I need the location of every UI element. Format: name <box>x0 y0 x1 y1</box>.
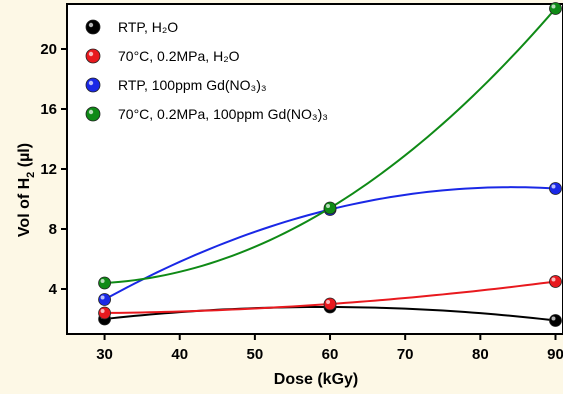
x-tick-label: 70 <box>397 346 414 363</box>
data-point-highlight <box>100 309 105 313</box>
x-tick-label: 30 <box>96 346 113 363</box>
x-tick-label: 90 <box>547 346 563 363</box>
data-point <box>98 306 111 320</box>
legend-item: RTP, 100ppm Gd(NO₃)₃ <box>85 77 267 93</box>
legend-label: 70°C, 0.2MPa, 100ppm Gd(NO₃)₃ <box>118 106 328 122</box>
legend: RTP, H₂O 70°C, 0.2MPa, H₂O RTP, 100ppm Gd(… <box>85 19 328 122</box>
x-tick-label: 40 <box>171 346 188 363</box>
legend-label: 70°C, 0.2MPa, H₂O <box>118 48 240 64</box>
plot-frame <box>66 3 563 335</box>
legend-marker-highlight <box>88 51 94 57</box>
legend-label: RTP, 100ppm Gd(NO₃)₃ <box>118 77 267 93</box>
data-point-highlight <box>100 279 105 283</box>
x-tick-label: 50 <box>247 346 264 363</box>
legend-marker <box>85 77 101 93</box>
data-point-highlight <box>326 204 331 208</box>
legend-label: RTP, H₂O <box>118 19 178 35</box>
series-3 <box>98 2 562 290</box>
y-tick-label: 4 <box>49 281 58 298</box>
data-point <box>549 182 562 195</box>
x-tick-label: 80 <box>472 346 489 363</box>
data-point-highlight <box>551 316 556 321</box>
data-point <box>549 314 562 327</box>
legend-marker <box>85 48 101 64</box>
y-axis-title: Vol of H2 (µl) <box>16 143 37 237</box>
data-point-highlight <box>551 184 556 189</box>
legend-marker <box>85 19 101 35</box>
data-point-highlight <box>100 295 105 300</box>
legend-item: RTP, H₂O <box>85 19 178 35</box>
legend-marker-highlight <box>88 109 94 115</box>
legend-marker-highlight <box>88 22 94 28</box>
data-point-highlight <box>551 4 556 9</box>
y-tick-label: 20 <box>40 41 57 58</box>
data-point <box>323 297 337 311</box>
data-point <box>549 275 562 288</box>
y-tick-label: 16 <box>40 101 57 118</box>
series-1 <box>98 275 562 320</box>
data-point-highlight <box>551 277 556 282</box>
x-axis-title: Dose (kGy) <box>274 371 358 388</box>
legend-marker <box>85 106 101 122</box>
y-tick-label: 8 <box>49 221 57 238</box>
plot-area <box>98 2 562 327</box>
y-tick-label: 12 <box>40 161 57 178</box>
data-point <box>323 201 337 215</box>
data-point-highlight <box>326 300 331 304</box>
legend-marker-highlight <box>88 80 94 86</box>
legend-item: 70°C, 0.2MPa, H₂O <box>85 48 240 64</box>
x-tick-label: 60 <box>322 346 339 363</box>
data-point <box>98 293 111 306</box>
data-point <box>549 2 562 15</box>
data-point <box>98 276 111 290</box>
y-axis: 4 8 12 16 20 <box>40 41 67 298</box>
x-axis: 30 40 50 60 70 80 90 <box>96 334 563 363</box>
legend-item: 70°C, 0.2MPa, 100ppm Gd(NO₃)₃ <box>85 106 328 122</box>
svg-text:Vol of H2 (µl): Vol of H2 (µl) <box>16 143 37 237</box>
